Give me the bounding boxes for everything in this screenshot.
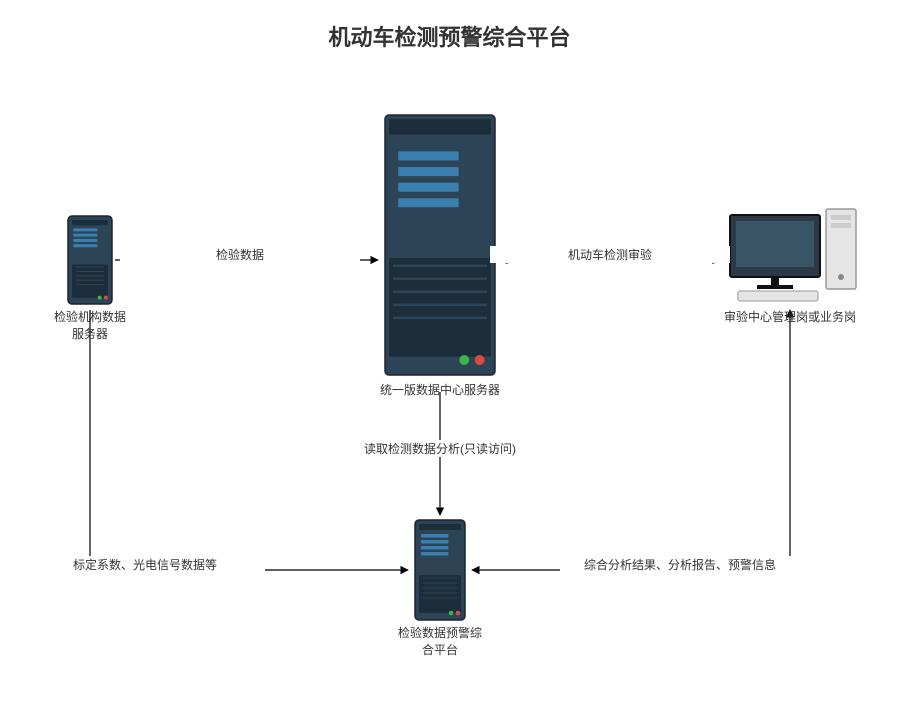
bottom-server-label: 检验数据预警综 合平台 — [360, 624, 520, 658]
left-server-node — [68, 216, 112, 304]
center-server-node — [385, 115, 495, 375]
center-server-label: 统一版数据中心服务器 — [360, 381, 520, 398]
right-pc-label: 审验中心管理岗或业务岗 — [710, 308, 870, 325]
left-server-label: 检验机构数据 服务器 — [10, 308, 170, 342]
edge-label-e3: 读取检测数据分析(只读访问) — [320, 440, 560, 457]
edge-label-e4: 标定系数、光电信号数据等 — [25, 556, 265, 573]
edge-label-e1: 检验数据 — [120, 246, 360, 263]
right-pc-node — [730, 209, 856, 301]
bottom-server-node — [415, 520, 465, 620]
diagram-canvas — [0, 0, 899, 705]
edge-label-e2: 机动车检测审验 — [490, 246, 730, 263]
edge-label-e5: 综合分析结果、分析报告、预警信息 — [560, 556, 800, 573]
